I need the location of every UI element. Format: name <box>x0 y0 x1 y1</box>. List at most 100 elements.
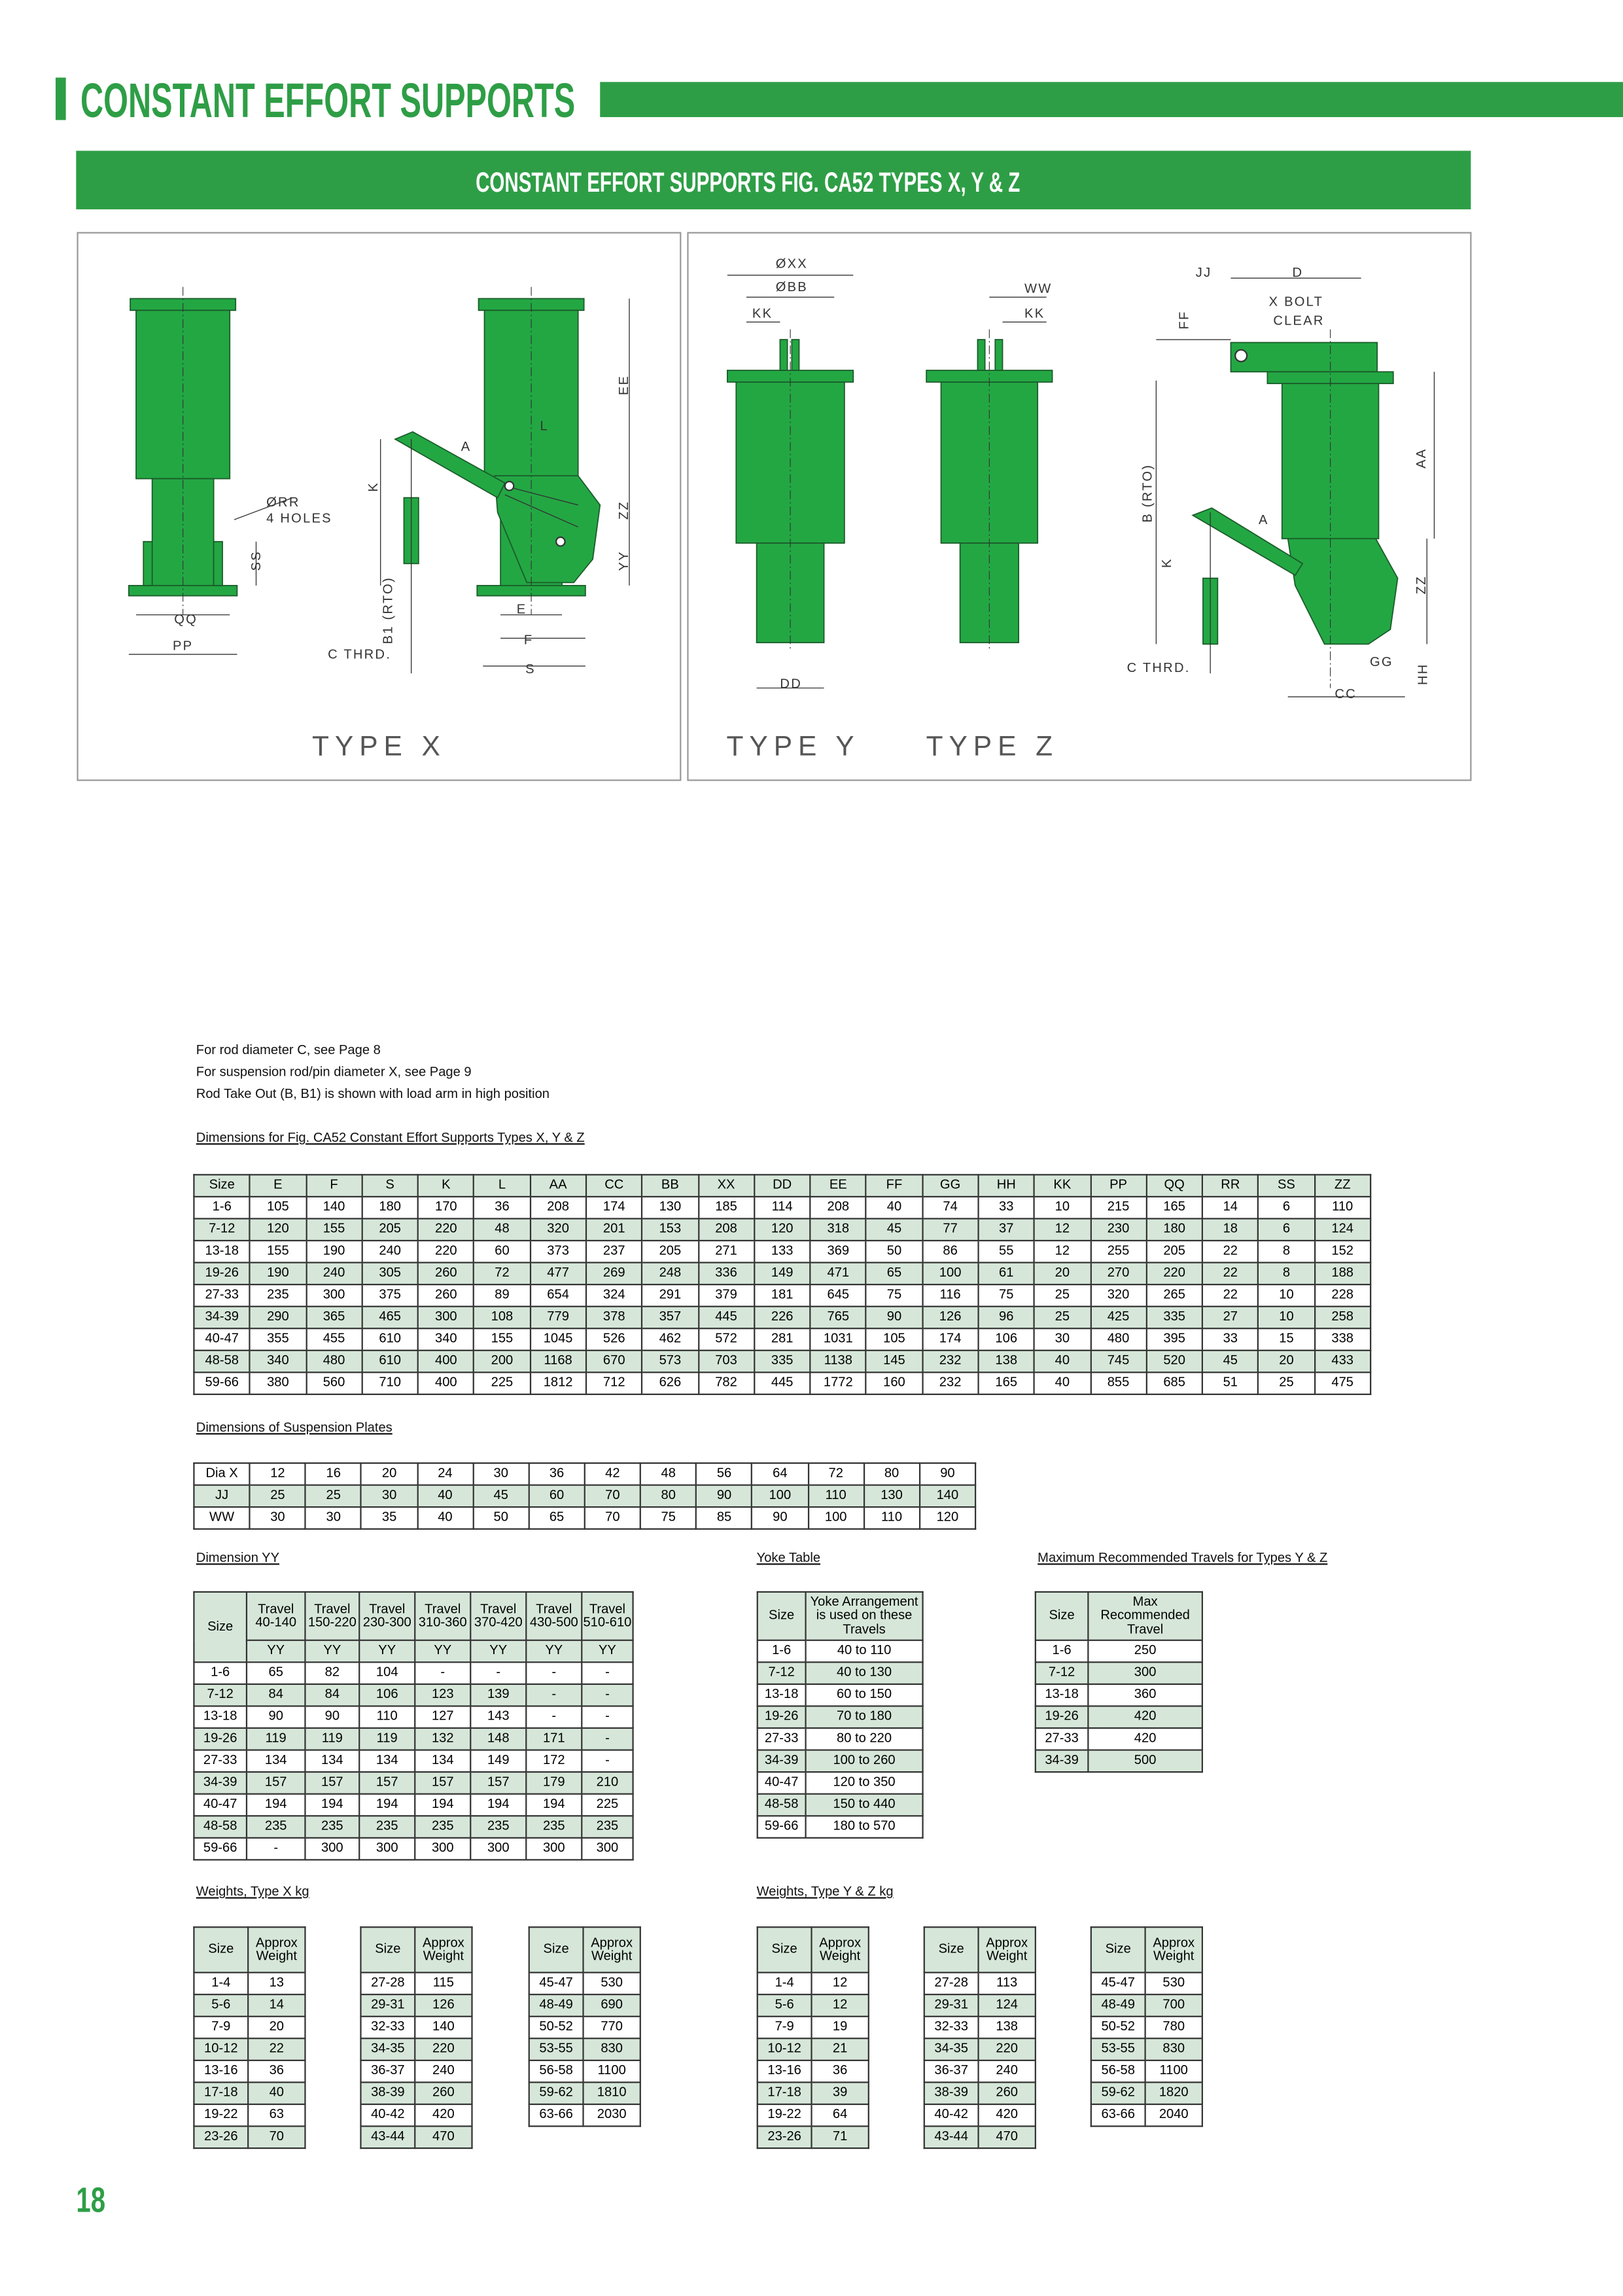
table-row: 7-12 40 to 130 <box>756 1661 924 1686</box>
data-table: Size Approx Weight 45-47 530 48-49 690 50-52 77… <box>528 1926 641 2127</box>
table-cell: 110 <box>807 1484 865 1508</box>
table-row: 34-35 220 <box>923 2038 1036 2061</box>
table-cell: 60 to 150 <box>805 1683 924 1707</box>
table-cell: 12 <box>1033 1218 1091 1242</box>
table-cell: 37 <box>977 1218 1036 1242</box>
table-cell: Size <box>528 1926 584 1973</box>
table-cell: SS <box>1257 1174 1316 1198</box>
table-cell: 1100 <box>582 2059 641 2083</box>
table-cell: 113 <box>977 1971 1036 1996</box>
table-cell: 188 <box>1314 1262 1372 1286</box>
table-cell: 143 <box>470 1705 527 1729</box>
table-cell: 40 <box>865 1195 923 1220</box>
dim-label: CC <box>1335 687 1357 701</box>
table-cell: FF <box>865 1174 923 1198</box>
table-cell: 500 <box>1087 1749 1203 1773</box>
table-cell: 15 <box>1257 1328 1316 1351</box>
table-cell: Size <box>193 1591 248 1663</box>
table-cell: 340 <box>417 1328 475 1351</box>
table-cell: - <box>581 1727 634 1751</box>
table-cell: 232 <box>921 1371 979 1396</box>
table-cell: 165 <box>1145 1195 1204 1220</box>
table-cell: 357 <box>641 1305 699 1330</box>
table-cell: 7-9 <box>193 2015 249 2040</box>
table-row: 36-37 240 <box>923 2059 1036 2083</box>
table-row: 38-39 260 <box>923 2081 1036 2106</box>
table-cell: K <box>417 1174 475 1198</box>
table-cell: 48-58 <box>193 1815 248 1839</box>
table-row: 34-39 157 157 157 157 157 179 210 <box>193 1771 634 1795</box>
table-cell: 420 <box>977 2103 1036 2127</box>
header-row: Size Approx Weight <box>193 1926 306 1973</box>
table-row: 34-39 500 <box>1034 1749 1203 1773</box>
header-row: Size Approx Weight <box>923 1926 1036 1973</box>
table-cell: 240 <box>305 1262 363 1286</box>
table-cell: 34-35 <box>360 2038 416 2061</box>
table-row: 40-47 194 194 194 194 194 194 225 <box>193 1793 634 1817</box>
table-cell: 190 <box>305 1239 363 1263</box>
dim-label: ØBB <box>776 280 808 294</box>
table-row: 19-26 70 to 180 <box>756 1705 924 1729</box>
table-cell: 56-58 <box>528 2059 584 2083</box>
table-row: 13-18 360 <box>1034 1683 1203 1707</box>
table-row: 53-55 830 <box>1090 2038 1203 2061</box>
table-cell: 232 <box>921 1349 979 1373</box>
type-label: TYPE Y <box>727 731 860 762</box>
table-cell: 64 <box>811 2103 869 2127</box>
table-cell: 124 <box>1314 1218 1372 1242</box>
table-cell: 433 <box>1314 1349 1372 1373</box>
table-cell: 855 <box>1089 1371 1147 1396</box>
table-cell: 7-12 <box>193 1218 251 1242</box>
table-row: 59-62 1820 <box>1090 2081 1203 2106</box>
table-cell: Travel 40-140 <box>245 1591 306 1641</box>
table-cell: 74 <box>921 1195 979 1220</box>
table-cell: 55 <box>977 1239 1036 1263</box>
table-cell: 420 <box>1087 1727 1203 1751</box>
table-cell: 300 <box>417 1305 475 1330</box>
table-cell: 300 <box>414 1837 472 1861</box>
table-cell: 160 <box>865 1371 923 1396</box>
table-cell: 45-47 <box>528 1971 584 1996</box>
table-cell: 149 <box>753 1262 811 1286</box>
table-cell: DD <box>753 1174 811 1198</box>
table-cell: 230 <box>1089 1218 1147 1242</box>
note: For rod diameter C, see Page 8 <box>196 1042 381 1057</box>
table-cell: 116 <box>921 1284 979 1307</box>
table-cell: 445 <box>753 1371 811 1396</box>
drawing-labels: TYPE X TYPE Y TYPE Z ØRR 4 HOLES SS QQ P… <box>173 256 1430 762</box>
subtitle: CONSTANT EFFORT SUPPORTS FIG. CA52 TYPES… <box>476 168 1020 198</box>
table-cell: 8 <box>1257 1262 1316 1286</box>
table-cell: 19-26 <box>756 1705 807 1729</box>
table-cell: 40-47 <box>756 1771 807 1795</box>
dim-label: KK <box>1024 306 1045 321</box>
table-cell: 190 <box>249 1262 307 1286</box>
table-row: 40-42 420 <box>360 2103 473 2127</box>
table-cell: 300 <box>358 1837 416 1861</box>
dim-label: ZZ <box>1414 575 1429 594</box>
type-z-side <box>1155 277 1435 698</box>
header-row: Size E F S K L AA CC BB XX DD EE FF GG HH KK PP QQ RR SS ZZ <box>193 1174 1372 1198</box>
table-cell: 80 to 220 <box>805 1727 924 1751</box>
table-row: 23-26 71 <box>756 2125 869 2149</box>
table-cell: Approx Weight <box>1144 1926 1203 1973</box>
table-cell: 420 <box>1087 1705 1203 1729</box>
table-row: WW 30 30 35 40 50 65 70 75 85 90 100 110 120 <box>193 1506 977 1530</box>
table-cell: 71 <box>811 2125 869 2149</box>
data-table: Size Approx Weight 1-4 13 5-6 14 7-9 20 10-12 22 1… <box>193 1926 306 2149</box>
table-row: 59-66-300 300 300 300 300 300 <box>193 1837 634 1861</box>
table-row: 7-9 19 <box>756 2015 869 2040</box>
table-cell: 50 <box>865 1239 923 1263</box>
table-cell: 2040 <box>1144 2103 1203 2127</box>
table-cell: 45 <box>472 1484 530 1508</box>
table-cell: 240 <box>361 1239 419 1263</box>
table-cell: 13 <box>247 1971 306 1996</box>
table-cell: 157 <box>414 1771 472 1795</box>
table-cell: Approx Weight <box>414 1926 473 1973</box>
table-cell: 40 <box>1033 1349 1091 1373</box>
table-cell: 155 <box>249 1239 307 1263</box>
table-cell: 425 <box>1089 1305 1147 1330</box>
table-cell: 779 <box>529 1305 587 1330</box>
header-row: Size Approx Weight <box>528 1926 641 1973</box>
table-cell: 100 <box>807 1506 865 1530</box>
